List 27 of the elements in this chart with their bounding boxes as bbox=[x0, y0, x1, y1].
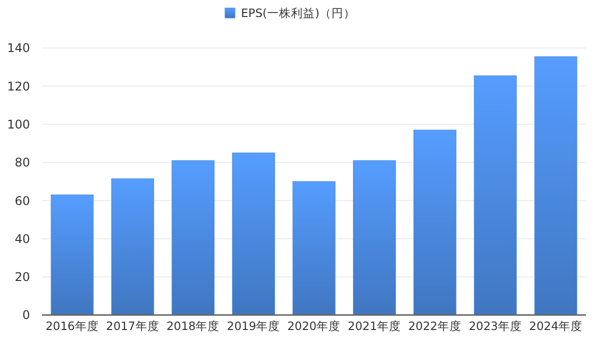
legend-label: EPS(一株利益)（円） bbox=[241, 6, 356, 20]
y-tick-label: 140 bbox=[7, 41, 30, 56]
bar bbox=[292, 181, 336, 316]
bar bbox=[172, 160, 215, 316]
bar bbox=[50, 194, 94, 316]
x-tick-label: 2022年度 bbox=[408, 319, 462, 333]
bar bbox=[232, 152, 275, 316]
bar bbox=[353, 160, 396, 316]
x-tick-label: 2016年度 bbox=[46, 319, 99, 333]
bar bbox=[413, 130, 456, 316]
x-tick-label: 2021年度 bbox=[348, 319, 402, 333]
bar bbox=[534, 56, 578, 316]
x-tick-label: 2024年度 bbox=[529, 319, 582, 333]
x-tick-label: 2018年度 bbox=[166, 319, 220, 333]
x-tick-label: 2019年度 bbox=[226, 319, 280, 333]
y-tick-label: 60 bbox=[14, 194, 30, 208]
bar bbox=[111, 178, 154, 316]
bar bbox=[474, 75, 517, 316]
y-tick-label: 40 bbox=[14, 232, 30, 246]
x-tick-label: 2023年度 bbox=[468, 319, 522, 333]
x-tick-label: 2017年度 bbox=[106, 319, 160, 333]
x-tick-label: 2020年度 bbox=[287, 319, 341, 333]
y-tick-label: 0 bbox=[22, 308, 30, 322]
y-tick-label: 80 bbox=[14, 156, 30, 170]
y-tick-label: 120 bbox=[7, 79, 30, 94]
y-tick-label: 100 bbox=[7, 117, 30, 132]
y-tick-label: 20 bbox=[14, 270, 30, 284]
